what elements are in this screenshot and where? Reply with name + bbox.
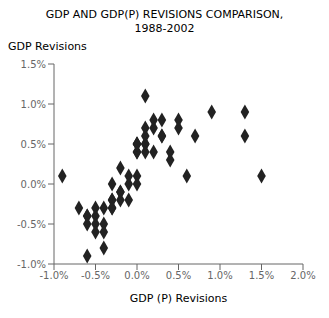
html-text:GDP AND GDP(P) REVISIONS COMPA: GDP AND GDP(P) REVISIONS COMPARISON, (45, 8, 284, 21)
svg-text:1.0%: 1.0% (21, 99, 46, 110)
svg-text:1.5%: 1.5% (249, 270, 274, 281)
svg-text:0.0%: 0.0% (21, 179, 46, 190)
svg-text:1.5%: 1.5% (21, 59, 46, 70)
svg-text:2.0%: 2.0% (290, 270, 315, 281)
svg-text:1.0%: 1.0% (207, 270, 232, 281)
html-text:GDP Revisions: GDP Revisions (8, 40, 87, 53)
svg-text:0.0%: 0.0% (124, 270, 149, 281)
svg-text:GDP (P) Revisions: GDP (P) Revisions (130, 292, 228, 305)
svg-text:-0.5%: -0.5% (81, 270, 110, 281)
svg-text:-0.5%: -0.5% (17, 219, 46, 230)
svg-text:-1.0%: -1.0% (17, 259, 46, 270)
html-text:1988-2002: 1988-2002 (134, 22, 195, 35)
svg-text:0.5%: 0.5% (166, 270, 191, 281)
svg-text:0.5%: 0.5% (21, 139, 46, 150)
svg-text:-1.0%: -1.0% (39, 270, 68, 281)
